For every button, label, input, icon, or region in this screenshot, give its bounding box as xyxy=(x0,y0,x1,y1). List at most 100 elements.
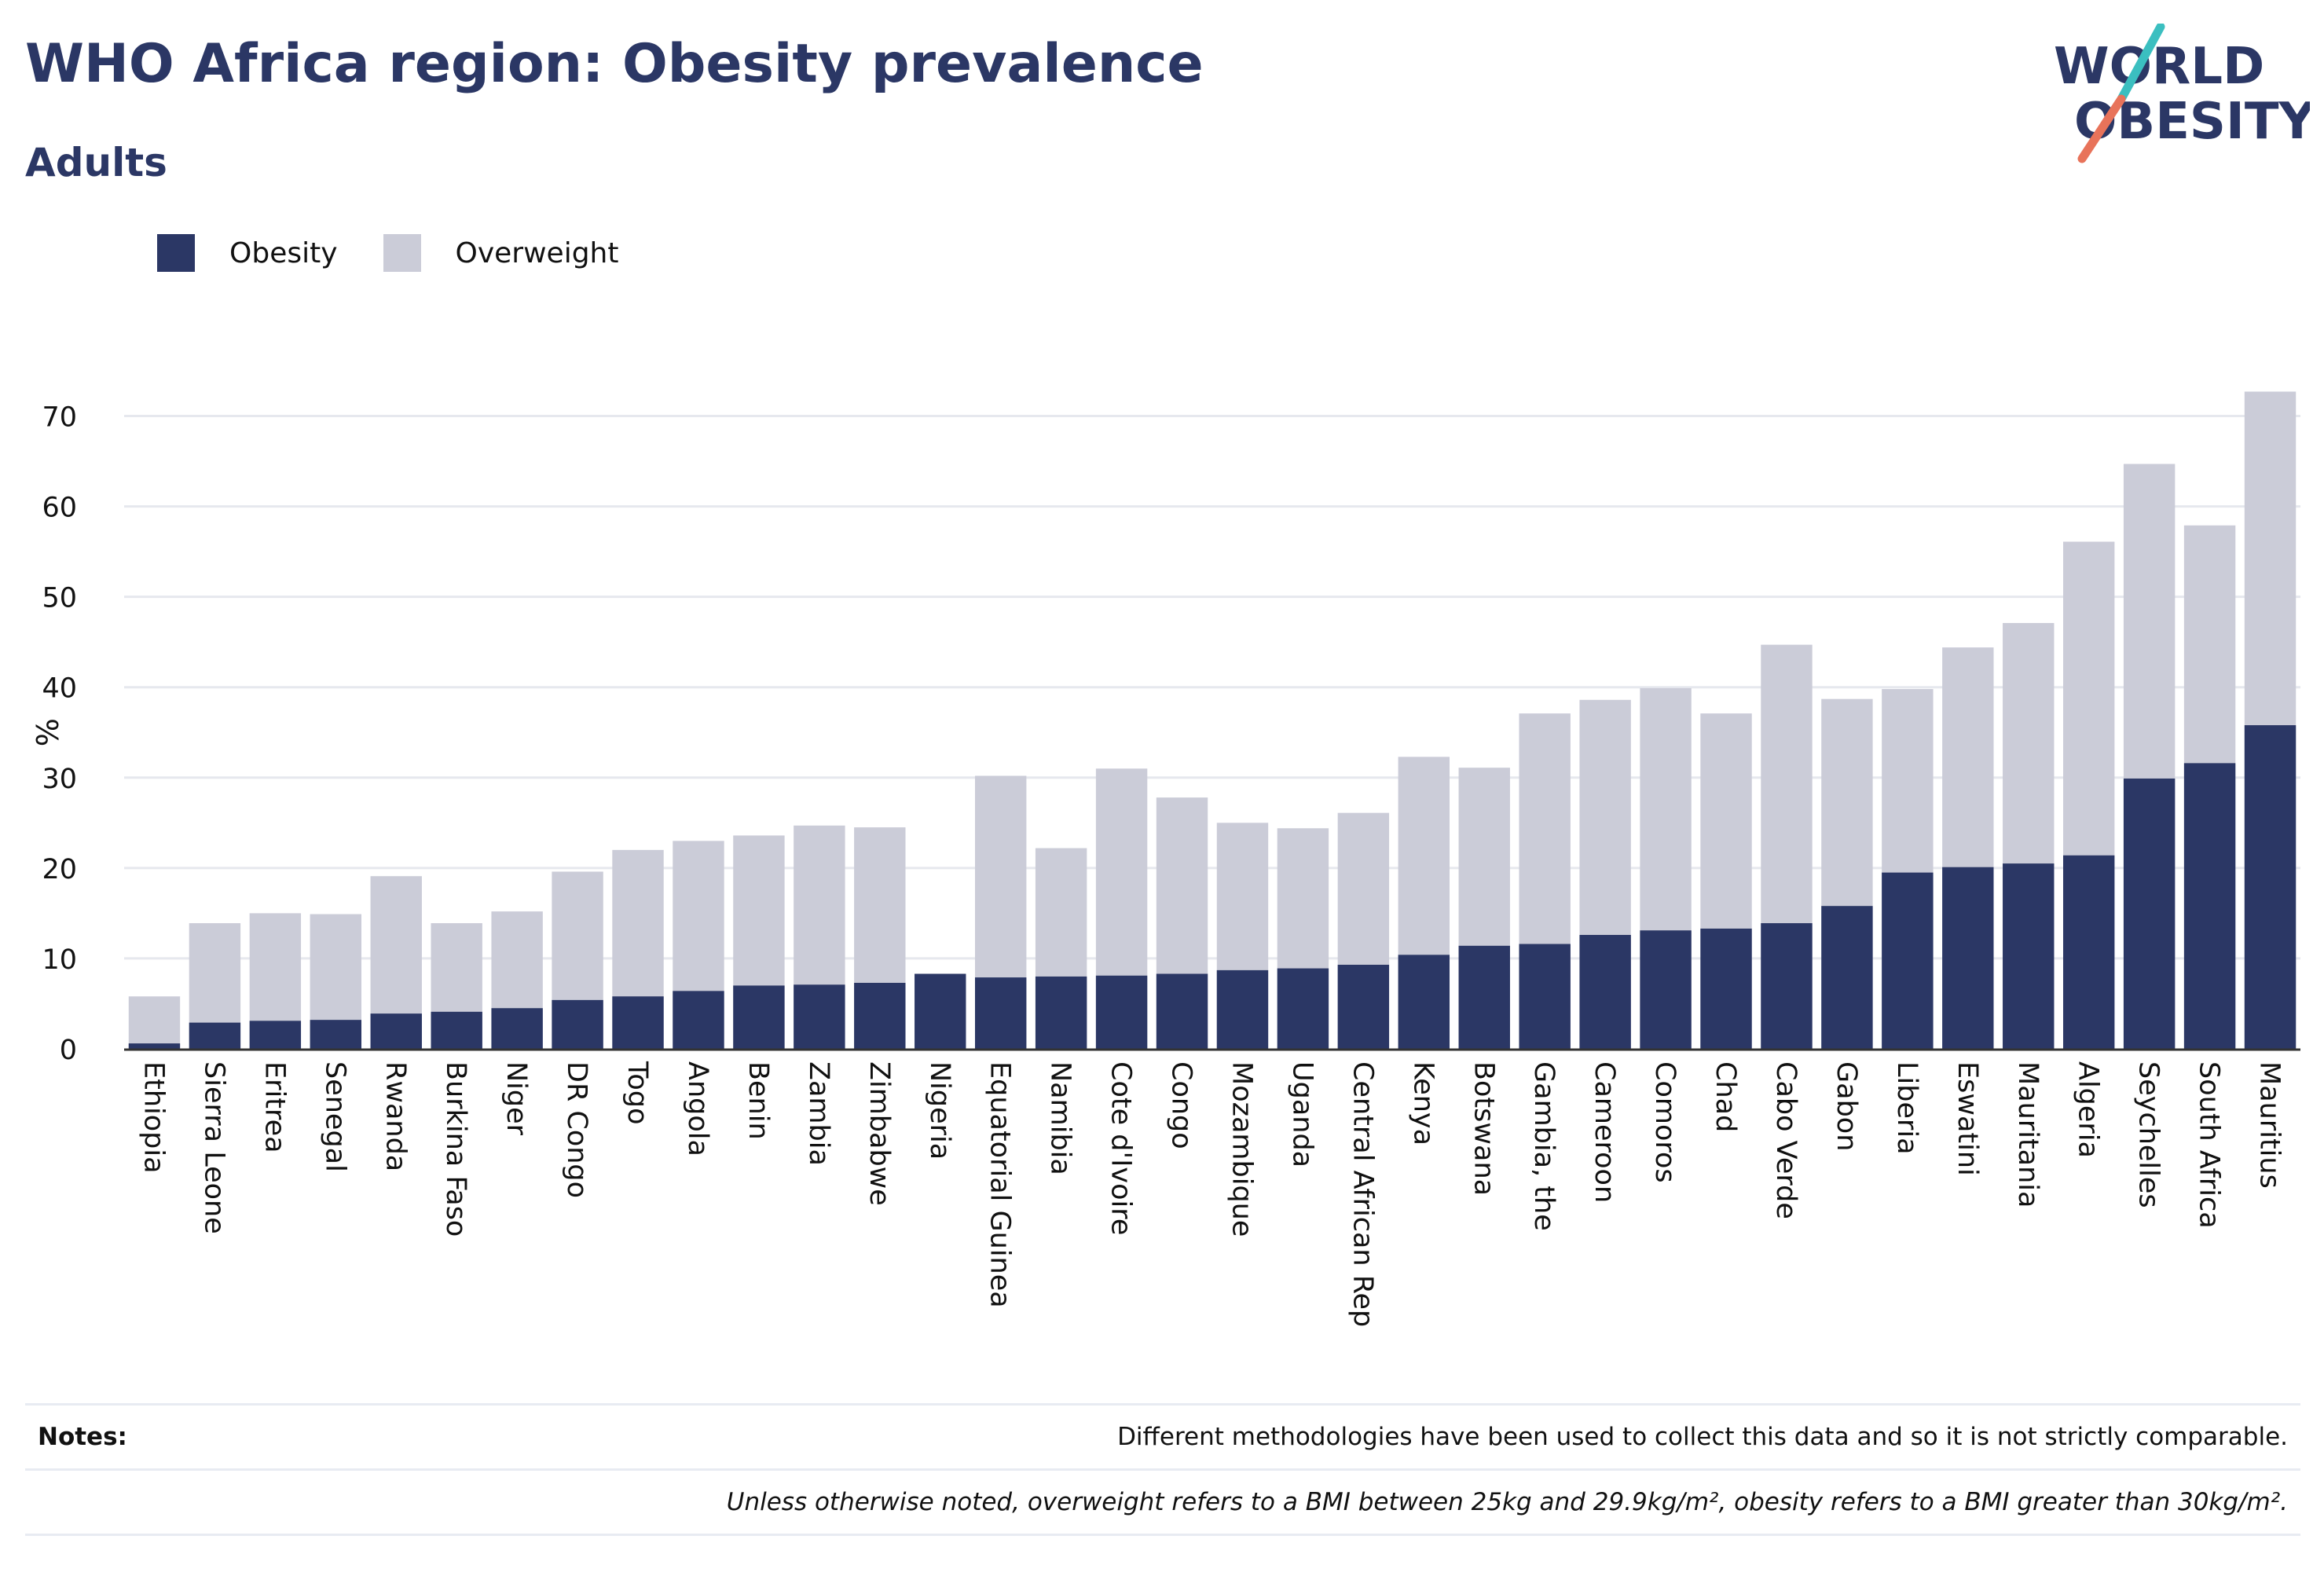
y-tick-label: 50 xyxy=(42,583,77,614)
bar-obesity xyxy=(673,991,724,1049)
bar-obesity xyxy=(2244,725,2297,1049)
bar-obesity xyxy=(1458,945,1510,1049)
bar-obesity xyxy=(310,1020,362,1049)
notes-row-2: Unless otherwise noted, overweight refer… xyxy=(25,1468,2300,1536)
x-tick-label: Rwanda xyxy=(379,1061,411,1171)
bar-obesity xyxy=(1519,944,1571,1049)
y-tick-label: 0 xyxy=(60,1035,77,1066)
bar-obesity xyxy=(128,1043,181,1049)
logo-slash-top xyxy=(2117,24,2165,104)
x-tick-label: Mozambique xyxy=(1226,1061,1257,1237)
bar-obesity xyxy=(974,977,1027,1049)
x-tick-label: Mauritania xyxy=(2012,1061,2044,1208)
x-tick-label: Gambia, the xyxy=(1528,1061,1560,1231)
legend-label-overweight: Overweight xyxy=(455,236,619,269)
bar-obesity xyxy=(1398,955,1450,1049)
bar-obesity xyxy=(1821,906,1873,1049)
bar-obesity xyxy=(491,1008,543,1049)
notes-bmi-definition: Unless otherwise noted, overweight refer… xyxy=(726,1488,2288,1516)
x-tick-label: Cote d'Ivoire xyxy=(1105,1061,1137,1235)
bar-obesity xyxy=(1761,923,1813,1049)
legend-swatch-obesity xyxy=(157,234,195,272)
bar-obesity xyxy=(249,1021,302,1049)
x-tick-label: Cameroon xyxy=(1589,1061,1620,1203)
x-tick-label: Senegal xyxy=(319,1061,350,1172)
x-tick-label: Ethiopia xyxy=(137,1061,169,1174)
bar-chart: 0 10 20 30 40 50 60 70% Ethiopia Sierra Leone Erit… xyxy=(31,391,2300,1328)
x-tick-label: Seychelles xyxy=(2133,1061,2165,1208)
bar-obesity xyxy=(854,983,906,1049)
legend-label-obesity: Obesity xyxy=(229,236,338,269)
logo-line1: WORLD xyxy=(2054,38,2264,96)
x-tick-label: South Africa xyxy=(2194,1061,2225,1229)
legend-item-obesity: Obesity xyxy=(157,234,338,272)
bar-obesity xyxy=(1579,935,1631,1049)
y-tick-label: 20 xyxy=(42,854,77,885)
x-tick-label: Eswatini xyxy=(1952,1061,1983,1176)
bar-obesity xyxy=(431,1011,482,1049)
bar-obesity xyxy=(1095,975,1148,1049)
bar-overweight xyxy=(128,996,181,1049)
chart-legend: Obesity Overweight xyxy=(157,231,664,275)
page-subtitle: Adults xyxy=(25,140,167,185)
x-tick-label: Nigeria xyxy=(924,1061,955,1160)
y-tick-label: 70 xyxy=(42,402,77,434)
x-tick-label: Central African Rep xyxy=(1347,1061,1378,1327)
bar-obesity xyxy=(2062,855,2115,1049)
bar-obesity xyxy=(1700,928,1752,1049)
bar-obesity xyxy=(1216,969,1269,1049)
axis-labels: 0 10 20 30 40 50 60 70% Ethiopia Sierra Leone Erit… xyxy=(31,402,2286,1328)
x-tick-label: Benin xyxy=(742,1061,774,1140)
bars xyxy=(128,391,2297,1050)
y-axis-label: % xyxy=(31,718,65,746)
bar-obesity xyxy=(733,985,785,1049)
notes-section: Notes: Different methodologies have been… xyxy=(25,1403,2300,1536)
bar-obesity xyxy=(2003,863,2055,1049)
bar-obesity xyxy=(2123,778,2176,1049)
bar-obesity xyxy=(1277,968,1329,1049)
x-tick-label: Botswana xyxy=(1468,1061,1499,1196)
x-tick-label: Zimbabwe xyxy=(863,1061,895,1206)
bar-obesity xyxy=(1156,973,1208,1049)
legend-item-overweight: Overweight xyxy=(383,234,619,272)
bar-obesity xyxy=(612,996,664,1049)
x-tick-label: Comoros xyxy=(1649,1061,1681,1183)
x-tick-label: DR Congo xyxy=(561,1061,592,1198)
x-tick-label: Kenya xyxy=(1407,1061,1439,1145)
bar-obesity xyxy=(370,1013,422,1049)
y-tick-label: 30 xyxy=(42,764,77,795)
x-tick-label: Zambia xyxy=(803,1061,834,1166)
x-tick-label: Equatorial Guinea xyxy=(984,1061,1016,1308)
notes-methodology: Different methodologies have been used t… xyxy=(1117,1423,2288,1451)
bar-obesity xyxy=(794,984,845,1049)
y-tick-label: 10 xyxy=(42,944,77,976)
x-tick-label: Namibia xyxy=(1045,1061,1076,1175)
x-tick-label: Liberia xyxy=(1891,1061,1923,1155)
bar-obesity xyxy=(189,1022,241,1049)
x-tick-label: Uganda xyxy=(1286,1061,1318,1167)
y-tick-label: 60 xyxy=(42,493,77,524)
bar-obesity xyxy=(915,973,966,1049)
bar-obesity xyxy=(2183,763,2236,1049)
x-tick-label: Chad xyxy=(1710,1061,1741,1132)
legend-swatch-overweight xyxy=(383,234,421,272)
y-tick-label: 40 xyxy=(42,673,77,705)
bar-obesity xyxy=(1882,872,1934,1049)
x-tick-label: Burkina Faso xyxy=(440,1061,471,1237)
x-tick-label: Algeria xyxy=(2073,1061,2104,1158)
logo-line2: OBESITY xyxy=(2074,93,2310,151)
bar-obesity xyxy=(1035,976,1087,1049)
notes-row-1: Notes: Different methodologies have been… xyxy=(25,1403,2300,1468)
x-tick-label: Mauritius xyxy=(2254,1061,2286,1189)
grid-lines xyxy=(124,415,2300,960)
x-tick-label: Gabon xyxy=(1831,1061,1862,1151)
x-tick-label: Niger xyxy=(500,1061,532,1136)
page-title: WHO Africa region: Obesity prevalence xyxy=(25,33,1204,95)
notes-label: Notes: xyxy=(38,1423,127,1451)
world-obesity-logo: WORLD OBESITY xyxy=(2054,24,2310,163)
bar-obesity xyxy=(1942,867,1994,1049)
x-tick-label: Cabo Verde xyxy=(1770,1061,1802,1219)
x-tick-label: Congo xyxy=(1166,1061,1197,1149)
bar-obesity xyxy=(552,999,603,1049)
bar-obesity xyxy=(1337,964,1390,1049)
